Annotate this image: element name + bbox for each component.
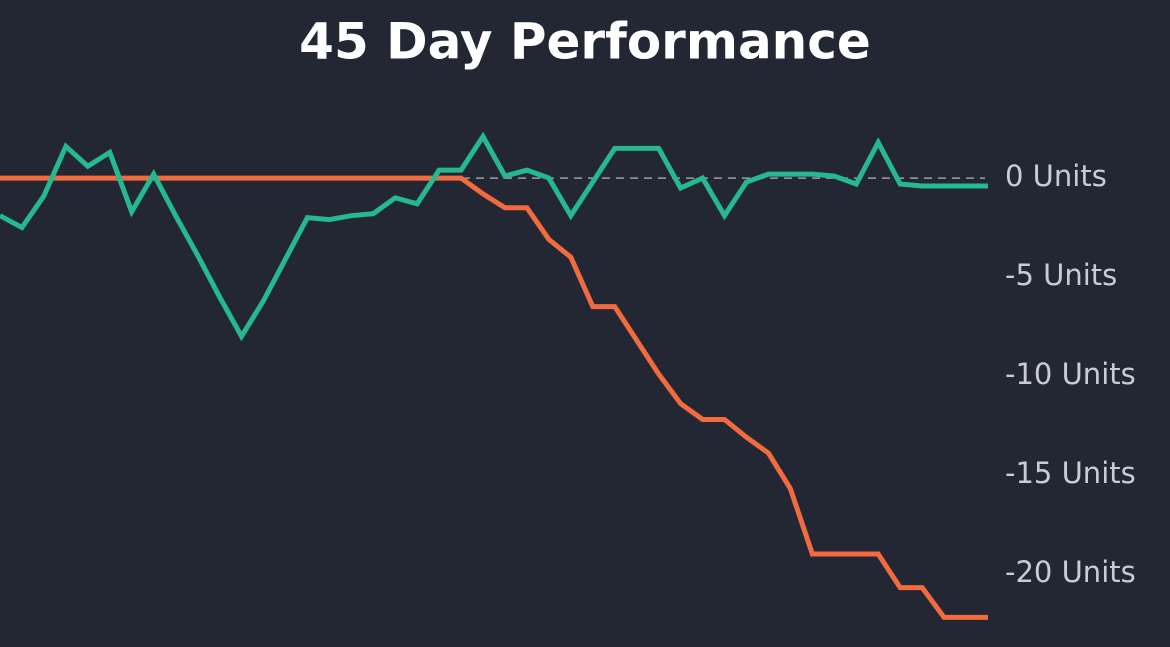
- y-tick-label: 0 Units: [1005, 159, 1107, 193]
- chart-title: 45 Day Performance: [299, 13, 871, 71]
- y-tick-label: -5 Units: [1005, 258, 1117, 292]
- series-line: [0, 131, 988, 342]
- series-line: [0, 175, 988, 620]
- y-tick-label: -15 Units: [1005, 456, 1136, 490]
- y-tick-label: -10 Units: [1005, 357, 1136, 391]
- y-tick-label: -20 Units: [1005, 555, 1136, 589]
